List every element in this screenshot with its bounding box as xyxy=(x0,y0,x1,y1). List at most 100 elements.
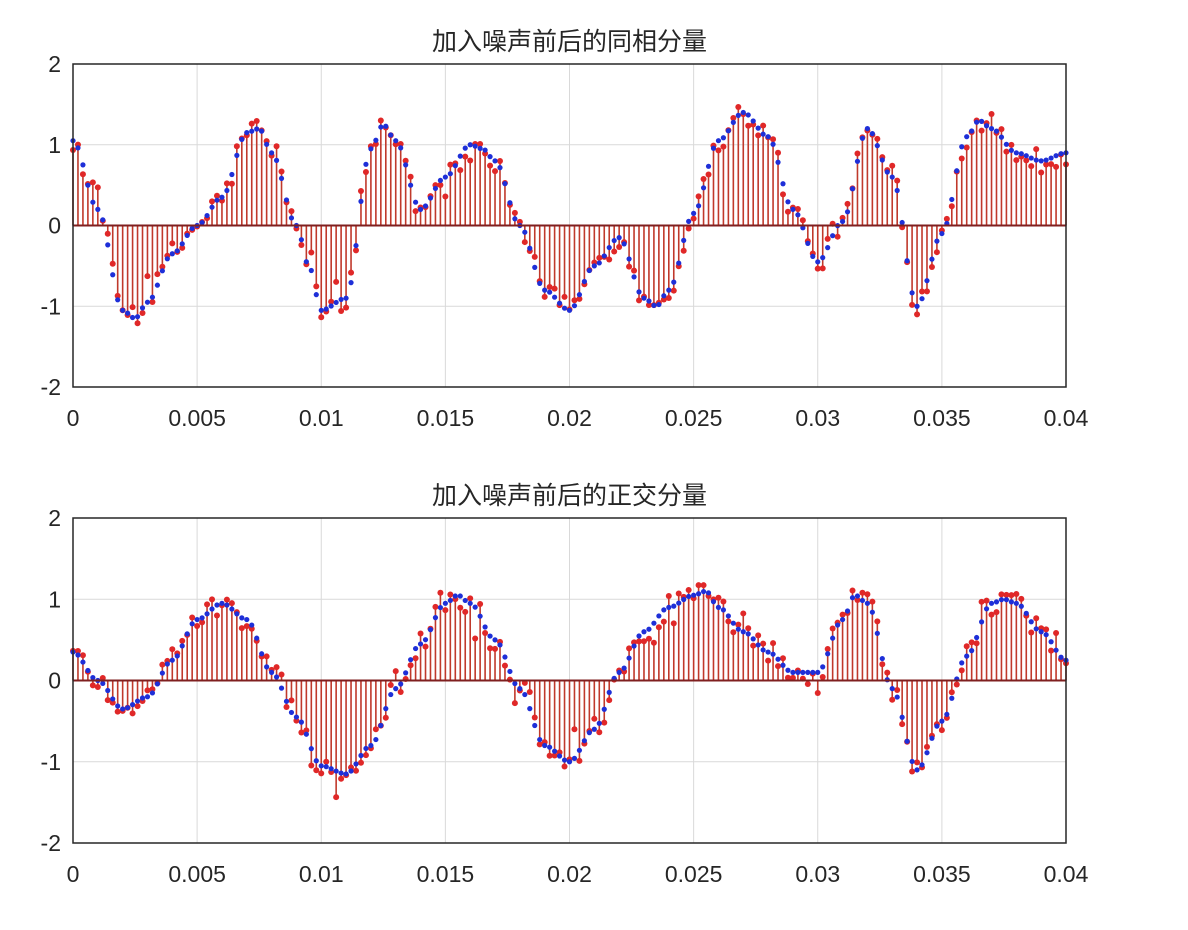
clean-point xyxy=(497,165,503,171)
clean-point xyxy=(477,613,483,619)
clean-point xyxy=(969,128,975,134)
clean-point xyxy=(333,299,339,306)
noisy-point xyxy=(775,663,782,670)
noisy-point xyxy=(854,150,861,157)
clean-point xyxy=(815,259,821,265)
clean-point xyxy=(681,596,687,603)
clean-point xyxy=(998,597,1005,603)
clean-point xyxy=(631,274,637,280)
clean-point xyxy=(204,212,210,219)
clean-point xyxy=(149,690,156,696)
clean-point xyxy=(179,241,185,247)
clean-point xyxy=(949,695,955,701)
noisy-point xyxy=(109,699,116,706)
clean-point xyxy=(636,633,642,639)
noisy-point xyxy=(149,686,156,693)
clean-point xyxy=(864,600,871,606)
clean-point xyxy=(323,306,329,312)
noisy-point xyxy=(849,587,856,594)
clean-point xyxy=(408,657,414,663)
noisy-point xyxy=(114,708,121,715)
clean-point xyxy=(189,225,195,232)
noisy-point xyxy=(998,591,1005,598)
clean-point xyxy=(159,670,165,676)
noisy-point xyxy=(695,193,702,200)
clean-point xyxy=(432,185,439,192)
clean-point xyxy=(398,145,404,151)
noisy-point xyxy=(303,727,310,734)
noisy-point xyxy=(988,611,995,618)
noisy-markers xyxy=(70,582,1069,801)
clean-point xyxy=(889,174,895,180)
clean-point xyxy=(383,123,389,129)
clean-point xyxy=(547,744,553,750)
clean-point xyxy=(249,622,255,628)
clean-point xyxy=(924,750,930,756)
clean-point xyxy=(139,305,146,311)
noisy-point xyxy=(685,586,692,593)
noisy-point xyxy=(313,283,320,290)
clean-point xyxy=(571,303,578,309)
noisy-point xyxy=(775,149,782,156)
clean-point xyxy=(745,631,751,637)
clean-point xyxy=(154,282,161,288)
noisy-point xyxy=(804,681,811,688)
clean-point xyxy=(209,204,215,210)
noisy-point xyxy=(789,674,796,681)
noisy-point xyxy=(784,208,791,215)
noisy-point xyxy=(134,320,141,327)
clean-point xyxy=(978,118,985,124)
noisy-point xyxy=(799,217,806,224)
clean-point xyxy=(224,602,230,608)
noisy-point xyxy=(725,618,732,625)
clean-point xyxy=(249,128,255,134)
clean-point xyxy=(288,215,295,221)
noisy-point xyxy=(248,625,255,632)
clean-point xyxy=(264,664,270,670)
noisy-point xyxy=(760,640,767,647)
noisy-point xyxy=(576,757,583,764)
clean-point xyxy=(631,643,637,649)
clean-point xyxy=(616,235,622,241)
noisy-point xyxy=(814,265,821,272)
noisy-point xyxy=(402,157,409,164)
noisy-point xyxy=(447,591,454,598)
clean-point xyxy=(681,237,687,243)
noisy-point xyxy=(1008,592,1015,599)
clean-point xyxy=(1008,147,1014,153)
clean-point xyxy=(1043,632,1049,638)
clean-point xyxy=(1048,639,1054,645)
clean-point xyxy=(125,705,131,711)
clean-point xyxy=(983,123,990,129)
noisy-point xyxy=(79,171,86,178)
noisy-point xyxy=(273,664,280,671)
x-tick-label: 0.005 xyxy=(168,861,226,887)
noisy-point xyxy=(298,241,305,248)
clean-point xyxy=(556,300,563,306)
clean-point xyxy=(378,124,384,130)
noisy-point xyxy=(640,638,647,645)
clean-point xyxy=(343,771,349,777)
clean-point xyxy=(760,647,766,653)
noisy-point xyxy=(735,104,742,111)
noisy-point xyxy=(616,244,623,251)
noisy-point xyxy=(745,122,752,129)
clean-point xyxy=(333,768,339,774)
noisy-point xyxy=(824,235,831,242)
y-tick-label: -1 xyxy=(41,293,61,319)
clean-point xyxy=(830,635,836,641)
noisy-point xyxy=(958,667,965,674)
noisy-point xyxy=(760,122,767,129)
noisy-point xyxy=(243,623,250,630)
clean-point xyxy=(388,691,394,698)
clean-point xyxy=(487,154,493,160)
noisy-point xyxy=(432,603,439,610)
noisy-point xyxy=(442,607,449,614)
noisy-point xyxy=(938,727,945,734)
clean-point xyxy=(641,295,647,301)
clean-point xyxy=(403,670,409,676)
noisy-point xyxy=(348,269,355,276)
clean-point xyxy=(214,602,220,608)
x-tick-label: 0.015 xyxy=(417,861,475,887)
